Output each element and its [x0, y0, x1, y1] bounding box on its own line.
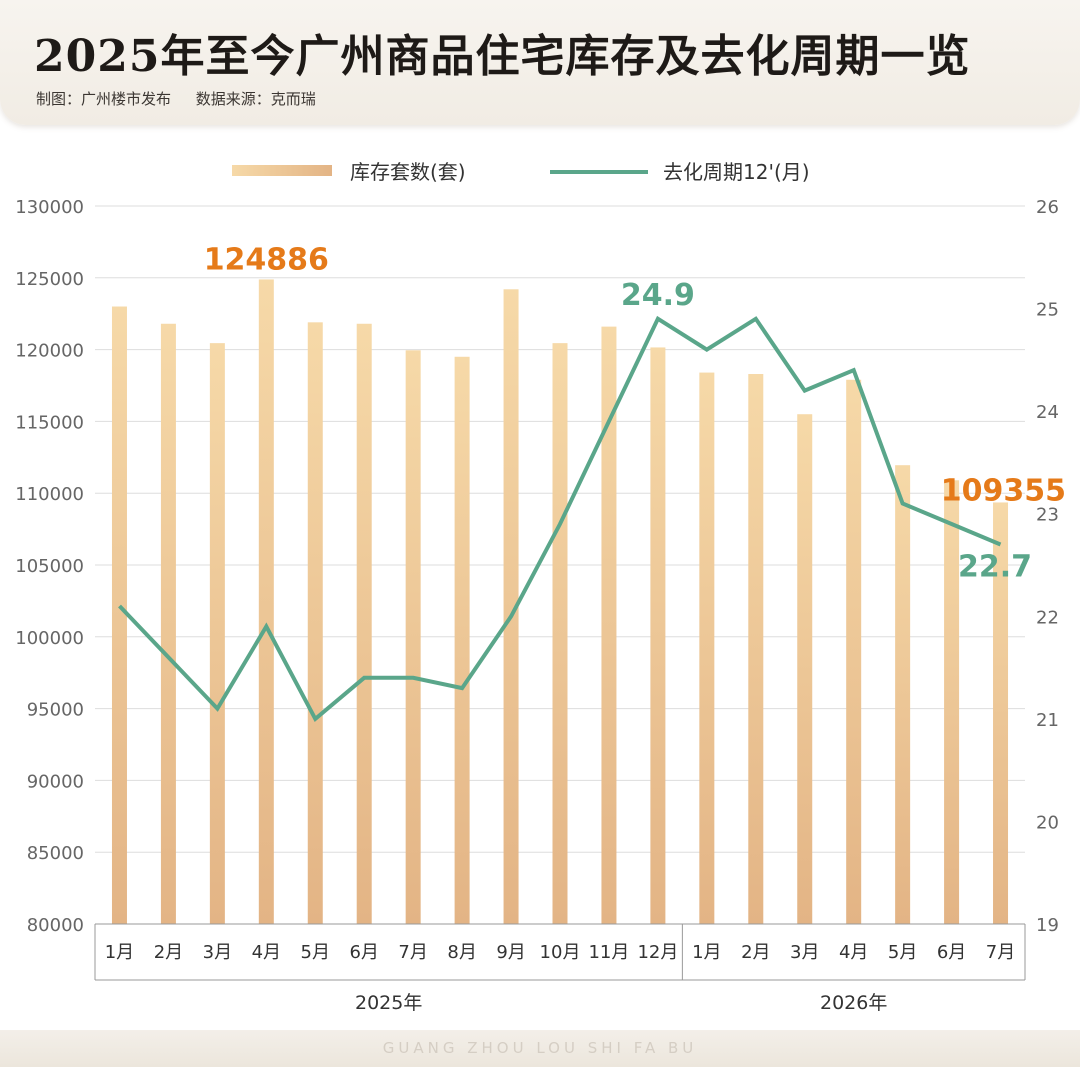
inventory-bar: [552, 343, 568, 924]
x-axis-group-label: 2025年: [355, 992, 422, 1014]
data-label: 24.9: [621, 278, 695, 313]
y-left-tick-label: 115000: [15, 412, 84, 433]
inventory-bar: [307, 322, 323, 924]
source-text: 数据来源：克而瑞: [195, 90, 316, 108]
x-tick-label: 8月: [447, 942, 476, 963]
x-tick-label: 2月: [741, 942, 770, 963]
x-tick-label: 1月: [105, 942, 134, 963]
inventory-bar: [944, 480, 960, 924]
credit-text: 制图：广州楼市发布: [36, 90, 172, 108]
inventory-bar: [797, 414, 813, 924]
chart: 库存套数(套) 去化周期12'(月) 80000 85000 90000 95000 100…: [15, 160, 1066, 1014]
inventory-bar: [405, 350, 421, 924]
data-label: 124886: [204, 242, 329, 277]
x-tick-label: 9月: [496, 942, 525, 963]
y-right-tick-label: 20: [1036, 812, 1059, 833]
x-tick-label: 10月: [540, 942, 581, 963]
y-right-tick-label: 21: [1036, 710, 1059, 731]
x-tick-label: 11月: [588, 942, 629, 963]
inventory-bar: [601, 326, 617, 924]
legend-bar-label: 库存套数(套): [350, 160, 466, 184]
x-tick-label: 3月: [790, 942, 819, 963]
data-label: 109355: [941, 473, 1066, 508]
data-label: 22.7: [958, 549, 1032, 584]
x-tick-label: 5月: [888, 942, 917, 963]
inventory-bar: [258, 279, 274, 925]
y-right-tick-label: 23: [1036, 505, 1059, 526]
page-title: 2025年至今广州商品住宅库存及去化周期一览: [34, 31, 971, 82]
x-tick-label: 6月: [937, 942, 966, 963]
inventory-bar: [209, 343, 225, 924]
x-tick-label: 1月: [692, 942, 721, 963]
x-tick-label: 12月: [637, 942, 678, 963]
header-banner: 2025年至今广州商品住宅库存及去化周期一览 制图：广州楼市发布 数据来源：克而…: [0, 0, 1080, 125]
y-right-tick-label: 24: [1036, 402, 1059, 423]
inventory-bar: [111, 306, 127, 924]
inventory-bar: [650, 347, 666, 924]
x-tick-label: 5月: [301, 942, 330, 963]
y-left-tick-label: 110000: [15, 484, 84, 505]
y-left-tick-label: 120000: [15, 341, 84, 362]
y-left-tick-label: 90000: [27, 771, 84, 792]
inventory-bar: [454, 356, 470, 924]
y-left-tick-label: 125000: [15, 269, 84, 290]
x-tick-label: 3月: [203, 942, 232, 963]
y-left-tick-label: 130000: [15, 197, 84, 218]
x-tick-label: 6月: [349, 942, 378, 963]
x-axis-group-label: 2026年: [820, 992, 887, 1014]
y-left-tick-label: 100000: [15, 628, 84, 649]
x-tick-label: 4月: [252, 942, 281, 963]
y-left-tick-label: 105000: [15, 556, 84, 577]
x-tick-label: 7月: [986, 942, 1015, 963]
x-tick-label: 2月: [154, 942, 183, 963]
y-right-tick-label: 25: [1036, 300, 1059, 321]
y-left-tick-label: 95000: [27, 700, 84, 721]
inventory-bar: [748, 374, 764, 925]
y-left-tick-label: 85000: [27, 843, 84, 864]
x-tick-label: 4月: [839, 942, 868, 963]
legend-bar-swatch: [232, 165, 332, 176]
footer-watermark: GUANG ZHOU LOU SHI FA BU: [0, 1030, 1080, 1067]
inventory-bar: [160, 323, 176, 924]
x-tick-label: 7月: [398, 942, 427, 963]
legend-line-label: 去化周期12'(月): [663, 160, 810, 184]
inventory-bar: [699, 372, 715, 924]
y-right-tick-label: 26: [1036, 197, 1059, 218]
inventory-bar: [503, 289, 519, 925]
inventory-bar: [356, 323, 372, 924]
y-right-tick-label: 19: [1036, 915, 1059, 936]
chart-credits: 制图：广州楼市发布 数据来源：克而瑞: [36, 88, 316, 109]
y-right-tick-label: 22: [1036, 607, 1059, 628]
inventory-bar: [895, 465, 911, 924]
inventory-bar: [846, 379, 862, 925]
destock-cycle-line: [118, 315, 1002, 723]
y-left-tick-label: 80000: [27, 915, 84, 936]
inventory-bar: [993, 502, 1009, 924]
